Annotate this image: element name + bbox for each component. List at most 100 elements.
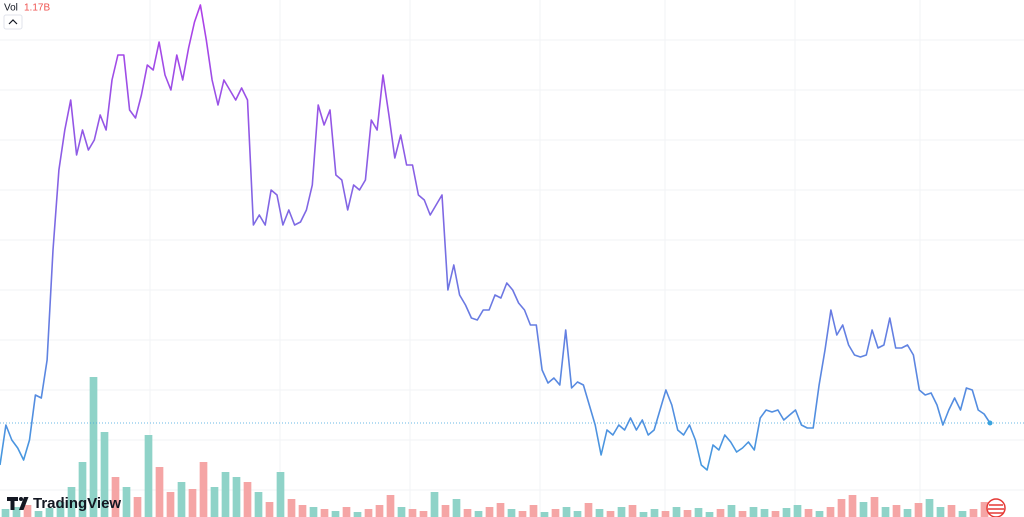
volume-bar [914,503,923,517]
volume-bar [595,509,604,517]
volume-bars [1,377,989,517]
volume-bar [947,505,956,517]
volume-bar [100,432,109,517]
volume-bar [848,495,857,517]
volume-bar [133,497,142,517]
volume-bar [56,502,65,517]
volume-bar [881,507,890,517]
flag-icon[interactable] [986,498,1006,517]
volume-bar [287,499,296,517]
collapse-button[interactable] [3,14,23,30]
volume-bar [397,507,406,517]
volume-bar [672,507,681,517]
volume-bar [969,509,978,517]
volume-bar [958,511,967,517]
volume-bar [419,511,428,517]
volume-bar [925,499,934,517]
price-line [0,4,1024,471]
volume-bar [529,505,538,517]
volume-bar [331,511,340,517]
volume-bar [870,497,879,517]
volume-bar [606,511,615,517]
volume-bar [485,507,494,517]
volume-bar [166,492,175,517]
volume-label: Vol [4,3,18,14]
volume-bar [463,509,472,517]
volume-bar [276,472,285,517]
price-line-path [0,4,991,471]
volume-bar [353,512,362,517]
volume-bar [375,505,384,517]
volume-bar [782,508,791,517]
volume-bar [45,508,54,517]
volume-bar [771,511,780,517]
volume-bar [628,505,637,517]
volume-bar [364,509,373,517]
volume-bar [694,508,703,517]
volume-bar [320,509,329,517]
volume-bar [980,502,989,517]
volume-bar [793,505,802,517]
volume-bar [562,507,571,517]
volume-bar [67,487,76,517]
volume-bar [738,511,747,517]
volume-bar [199,462,208,517]
volume-bar [452,499,461,517]
volume-bar [837,499,846,517]
volume-bar [826,507,835,517]
volume-bar [727,505,736,517]
volume-bar [23,505,32,517]
volume-bar [430,492,439,517]
volume-bar [584,503,593,517]
volume-bar [265,502,274,517]
volume-bar [144,435,153,517]
volume-bar [1,509,10,517]
volume-bar [78,462,87,517]
volume-bar [815,511,824,517]
volume-bar [34,511,43,517]
volume-bar [441,505,450,517]
volume-bar [639,512,648,517]
watermark-text: TradingView [33,495,121,512]
volume-bar [122,487,131,517]
volume-value: 1.17B [24,3,50,14]
volume-bar [936,507,945,517]
volume-bar [210,487,219,517]
volume-bar [12,507,21,517]
volume-bar [408,509,417,517]
volume-bar [474,511,483,517]
volume-bar [683,510,692,517]
volume-bar [309,507,318,517]
volume-bar [518,511,527,517]
volume-bar [617,507,626,517]
volume-bar [298,505,307,517]
volume-bar [705,512,714,517]
volume-bar [177,482,186,517]
volume-bar [155,467,164,517]
volume-bar [243,482,252,517]
volume-bar [496,503,505,517]
volume-bar [254,492,263,517]
volume-bar [386,495,395,517]
volume-bar [188,489,197,517]
volume-bar [89,377,98,517]
volume-bar [892,505,901,517]
volume-bar [540,512,549,517]
volume-bar [551,509,560,517]
volume-bar [859,502,868,517]
volume-bar [749,507,758,517]
volume-bar [507,509,516,517]
volume-bar [650,509,659,517]
volume-bar [903,509,912,517]
volume-bar [716,509,725,517]
watermark: TradingView [7,495,121,512]
volume-bar [804,509,813,517]
last-price-dot [987,420,993,426]
volume-bar [232,477,241,517]
volume-bar [221,472,230,517]
volume-bar [111,477,120,517]
volume-bar [760,509,769,517]
volume-bar [573,511,582,517]
